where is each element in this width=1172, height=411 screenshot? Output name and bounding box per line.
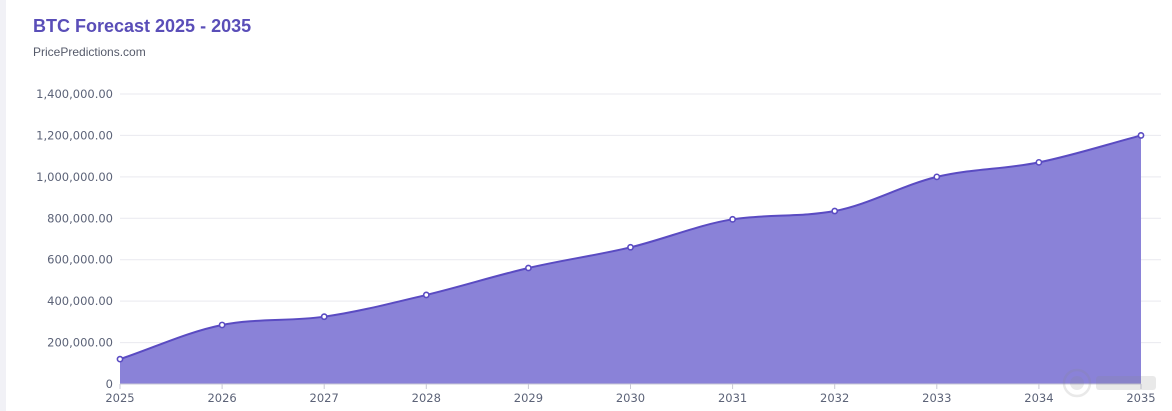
data-point[interactable]: [831, 207, 839, 215]
y-tick-label: 400,000.00: [47, 294, 113, 308]
x-tick-label: 2032: [820, 391, 849, 405]
y-tick-label: 0: [106, 377, 113, 391]
y-axis-ticks: 0 200,000.00 400,000.00 600,000.00 800,000.0…: [36, 87, 113, 391]
data-point[interactable]: [729, 215, 736, 223]
data-point[interactable]: [525, 264, 532, 272]
data-point[interactable]: [116, 355, 124, 363]
data-point[interactable]: [422, 291, 430, 299]
data-points: [116, 132, 1145, 363]
y-tick-label: 1,200,000.00: [36, 128, 113, 142]
series-area: [120, 135, 1141, 384]
x-tick-label: 2029: [514, 391, 543, 405]
data-point[interactable]: [1137, 132, 1145, 139]
x-tick-label: 2028: [412, 391, 441, 405]
data-point[interactable]: [933, 173, 941, 181]
y-tick-label: 200,000.00: [47, 336, 113, 350]
chart-title: BTC Forecast 2025 - 2035: [33, 16, 252, 36]
x-tick-label: 2030: [616, 391, 645, 405]
x-tick-label: 2034: [1024, 391, 1053, 405]
x-tick-label: 2035: [1126, 391, 1155, 405]
y-tick-label: 600,000.00: [47, 253, 113, 267]
x-tick-label: 2027: [310, 391, 339, 405]
x-tick-label: 2033: [922, 391, 951, 405]
y-tick-label: 1,400,000.00: [36, 87, 113, 101]
data-point[interactable]: [218, 321, 226, 329]
y-tick-label: 800,000.00: [47, 211, 113, 225]
x-tick-label: 2025: [105, 391, 134, 405]
y-tick-label: 1,000,000.00: [36, 170, 113, 184]
x-axis-ticks: 2025 2026 2027 2028 2029 2030 2031 2032 2033 2034…: [105, 384, 1156, 405]
watermark-icon: [1062, 368, 1156, 398]
x-tick-label: 2026: [207, 391, 236, 405]
chart-subtitle: PricePredictions.com: [33, 45, 146, 59]
left-edge-strip: [0, 0, 6, 411]
x-tick-label: 2031: [718, 391, 747, 405]
data-point[interactable]: [320, 313, 328, 321]
data-point[interactable]: [1035, 158, 1043, 166]
data-point[interactable]: [627, 243, 634, 251]
